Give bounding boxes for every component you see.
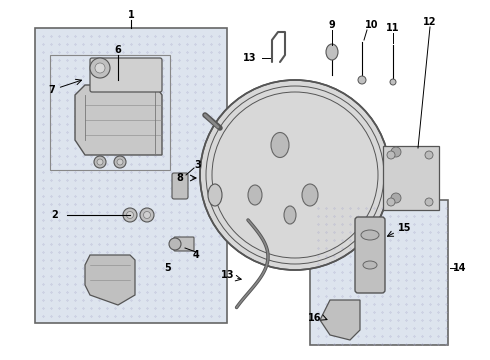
- Ellipse shape: [208, 184, 222, 206]
- Circle shape: [390, 79, 396, 85]
- Ellipse shape: [284, 206, 296, 224]
- Circle shape: [97, 159, 103, 165]
- Bar: [50, 55, 170, 170]
- Circle shape: [94, 156, 106, 168]
- Text: 9: 9: [329, 20, 335, 30]
- Circle shape: [391, 193, 401, 203]
- Polygon shape: [75, 85, 162, 155]
- Circle shape: [425, 151, 433, 159]
- Text: 2: 2: [51, 210, 58, 220]
- Circle shape: [117, 159, 123, 165]
- FancyBboxPatch shape: [172, 173, 188, 199]
- Circle shape: [126, 212, 133, 219]
- Circle shape: [200, 80, 390, 270]
- Circle shape: [387, 151, 395, 159]
- Circle shape: [358, 76, 366, 84]
- Bar: [310, 200, 448, 345]
- Text: 13: 13: [243, 53, 257, 63]
- Circle shape: [169, 238, 181, 250]
- Text: 16: 16: [308, 313, 322, 323]
- Bar: [35, 28, 227, 323]
- Circle shape: [95, 63, 105, 73]
- Circle shape: [391, 147, 401, 157]
- Polygon shape: [320, 300, 360, 340]
- Text: 14: 14: [453, 263, 467, 273]
- FancyBboxPatch shape: [174, 237, 194, 251]
- Ellipse shape: [271, 132, 289, 158]
- Text: 5: 5: [165, 263, 172, 273]
- FancyBboxPatch shape: [383, 146, 439, 210]
- Text: 7: 7: [49, 85, 55, 95]
- FancyBboxPatch shape: [355, 217, 385, 293]
- Text: 13: 13: [221, 270, 235, 280]
- Circle shape: [123, 208, 137, 222]
- Text: 15: 15: [398, 223, 412, 233]
- Ellipse shape: [361, 230, 379, 240]
- Text: 8: 8: [176, 173, 183, 183]
- Circle shape: [144, 212, 150, 219]
- Ellipse shape: [326, 44, 338, 60]
- Circle shape: [425, 198, 433, 206]
- Polygon shape: [85, 255, 135, 305]
- Text: 1: 1: [127, 10, 134, 20]
- Circle shape: [90, 58, 110, 78]
- Polygon shape: [385, 148, 407, 202]
- Text: 12: 12: [423, 17, 437, 27]
- Ellipse shape: [248, 185, 262, 205]
- Circle shape: [140, 208, 154, 222]
- Text: 3: 3: [195, 160, 201, 170]
- FancyBboxPatch shape: [90, 58, 162, 92]
- Text: 6: 6: [115, 45, 122, 55]
- Circle shape: [114, 156, 126, 168]
- Text: 4: 4: [193, 250, 199, 260]
- Ellipse shape: [302, 184, 318, 206]
- Text: 10: 10: [365, 20, 378, 30]
- Circle shape: [387, 198, 395, 206]
- Text: 11: 11: [386, 23, 400, 33]
- Ellipse shape: [363, 261, 377, 269]
